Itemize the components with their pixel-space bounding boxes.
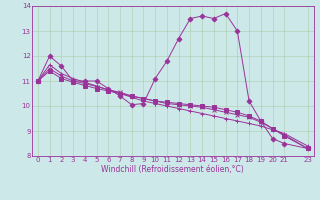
X-axis label: Windchill (Refroidissement éolien,°C): Windchill (Refroidissement éolien,°C) xyxy=(101,165,244,174)
